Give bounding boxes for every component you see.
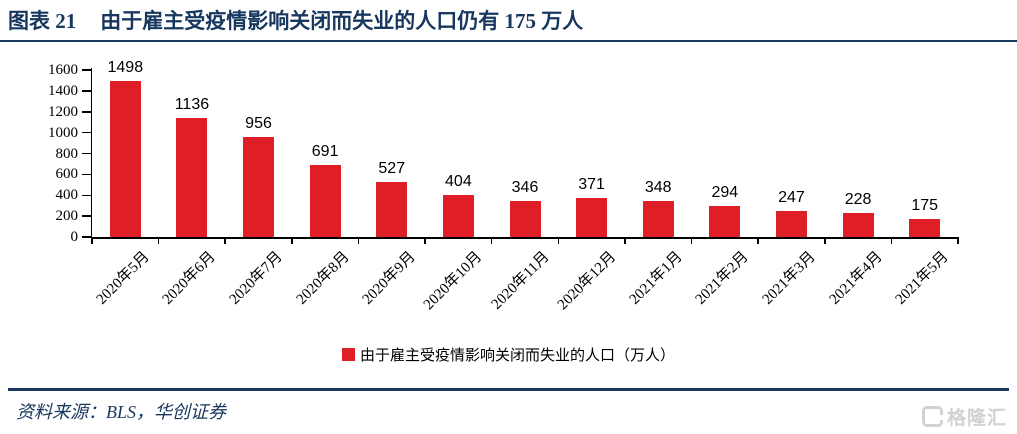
x-tick-mark xyxy=(424,237,426,244)
x-tick-mark xyxy=(824,237,826,244)
chart-legend: 由于雇主受疫情影响关闭而失业的人口（万人） xyxy=(0,344,1017,365)
bar xyxy=(576,198,608,237)
x-axis-tick-label: 2020年5月 xyxy=(93,248,153,308)
y-axis-tick-label: 0 xyxy=(70,229,79,245)
y-tick-mark xyxy=(82,152,91,155)
footer-divider-line xyxy=(8,388,1009,391)
x-axis-tick-label: 2020年7月 xyxy=(226,248,286,308)
bar-value-label: 527 xyxy=(378,159,406,177)
y-tick-mark xyxy=(82,90,91,92)
y-tick-mark xyxy=(82,111,91,113)
y-tick-mark xyxy=(82,215,91,217)
y-axis-tick-label: 1200 xyxy=(48,103,78,120)
x-axis-tick-label: 2021年1月 xyxy=(626,248,686,308)
bar xyxy=(442,194,474,237)
bar-value-label: 247 xyxy=(778,189,805,207)
bar xyxy=(775,211,807,237)
x-tick-mark xyxy=(291,237,293,244)
legend-swatch-red xyxy=(341,348,355,361)
x-axis-tick-label: 2021年2月 xyxy=(692,248,753,308)
bar xyxy=(243,137,275,237)
bar xyxy=(509,200,541,237)
x-tick-mark xyxy=(890,237,893,244)
x-axis-line xyxy=(90,237,958,239)
gelonghui-logo-text: 格隆汇 xyxy=(946,408,1007,429)
bar xyxy=(109,80,141,237)
x-axis-tick-label: 2020年6月 xyxy=(160,248,220,308)
x-tick-mark xyxy=(624,237,626,244)
bar-chart: 由于雇主受疫情影响关闭而失业的人口（万人） 0 200 400 600 800 1000 1… xyxy=(0,50,1017,380)
x-tick-mark xyxy=(690,237,693,244)
y-tick-mark xyxy=(82,69,91,71)
gelonghui-watermark: 格隆汇 xyxy=(921,403,1007,430)
y-tick-mark xyxy=(82,236,91,238)
y-axis-tick-label: 800 xyxy=(55,145,79,162)
x-axis-tick-label: 2020年11月 xyxy=(488,248,553,313)
x-tick-mark xyxy=(224,237,226,244)
y-axis-line xyxy=(90,68,92,239)
x-axis-tick-label: 2020年12月 xyxy=(554,248,619,314)
x-axis-tick-label: 2021年4月 xyxy=(826,248,886,308)
bar-value-label: 228 xyxy=(844,191,872,209)
y-axis-tick-label: 400 xyxy=(55,187,79,204)
bar-value-label: 175 xyxy=(911,196,939,214)
bar-value-label: 1498 xyxy=(107,58,144,76)
data-source-note: 资料来源：BLS，华创证券 xyxy=(16,402,227,422)
y-axis-tick-label: 1600 xyxy=(48,62,78,78)
bar-value-label: 348 xyxy=(644,178,672,196)
x-axis-tick-label: 2021年3月 xyxy=(759,248,819,308)
bar-value-label: 346 xyxy=(511,178,539,196)
bar xyxy=(376,181,408,237)
x-axis-tick-label: 2020年10月 xyxy=(421,248,486,314)
bar-value-label: 294 xyxy=(711,184,739,202)
bar-value-label: 371 xyxy=(578,176,605,194)
bar-value-label: 1136 xyxy=(174,96,210,114)
figure-title-text: 由于雇主受疫情影响关闭而失业的人口仍有 175 万人 xyxy=(100,9,584,33)
x-tick-mark xyxy=(557,237,560,244)
legend-label: 由于雇主受疫情影响关闭而失业的人口（万人） xyxy=(359,348,675,364)
x-tick-mark xyxy=(957,237,959,244)
y-tick-mark xyxy=(82,173,91,176)
bar xyxy=(709,206,741,237)
y-axis-tick-label: 600 xyxy=(55,166,79,183)
y-axis-tick-label: 1400 xyxy=(48,82,78,99)
bar xyxy=(642,200,674,237)
x-tick-mark xyxy=(357,237,360,244)
x-axis-tick-label: 2020年8月 xyxy=(293,248,353,308)
x-tick-mark xyxy=(757,237,759,244)
figure-title: 图表 21 由于雇主受疫情影响关闭而失业的人口仍有 175 万人 xyxy=(8,5,583,35)
title-divider-line xyxy=(0,40,1017,42)
figure-number-label: 图表 21 xyxy=(8,9,77,33)
y-tick-mark xyxy=(82,131,91,134)
x-tick-mark xyxy=(157,237,160,244)
bar-value-label: 956 xyxy=(245,115,272,133)
bar xyxy=(176,118,208,237)
x-tick-mark xyxy=(91,237,93,244)
bar xyxy=(842,213,874,237)
x-axis-tick-label: 2021年5月 xyxy=(892,248,952,308)
y-axis-tick-label: 1000 xyxy=(48,124,78,141)
bar-value-label: 404 xyxy=(445,172,472,190)
x-axis-tick-label: 2020年9月 xyxy=(359,248,419,308)
y-axis-tick-label: 200 xyxy=(55,208,79,225)
y-tick-mark xyxy=(82,194,91,196)
bar xyxy=(309,164,341,237)
bar-value-label: 691 xyxy=(311,142,339,160)
gelonghui-logo-icon xyxy=(921,406,943,427)
x-tick-mark xyxy=(490,237,493,244)
bar xyxy=(909,218,941,237)
